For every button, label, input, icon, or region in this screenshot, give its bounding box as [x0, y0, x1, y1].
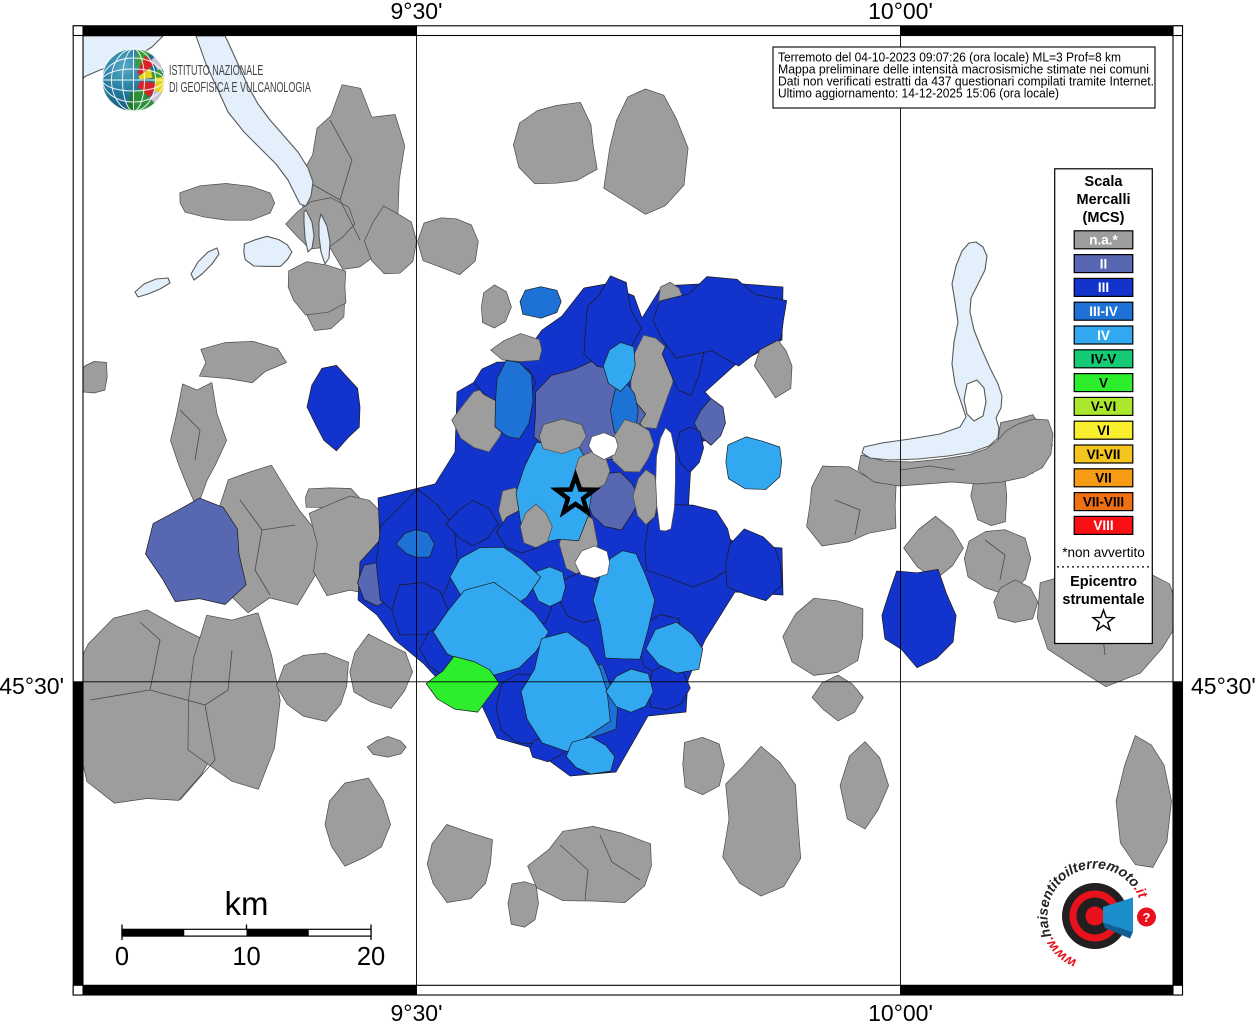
svg-text:DI GEOFISICA E VULCANOLOGIA: DI GEOFISICA E VULCANOLOGIA [169, 79, 311, 96]
svg-text:Ultimo aggiornamento: 14-12-20: Ultimo aggiornamento: 14-12-2025 15:06 (… [778, 86, 1059, 101]
svg-text:Scala: Scala [1085, 174, 1124, 190]
svg-text:Mercalli: Mercalli [1077, 192, 1131, 208]
svg-text:10°00': 10°00' [868, 0, 933, 24]
svg-text:km: km [225, 885, 269, 922]
svg-text:Epicentro: Epicentro [1070, 574, 1137, 590]
svg-text:45°30': 45°30' [0, 673, 64, 699]
svg-text:strumentale: strumentale [1062, 592, 1144, 608]
svg-text:20: 20 [357, 943, 385, 971]
svg-text:IV: IV [1097, 328, 1110, 343]
svg-text:10°00': 10°00' [868, 1000, 933, 1024]
svg-text:0: 0 [115, 943, 129, 971]
svg-text:VI: VI [1097, 423, 1110, 438]
svg-text:III: III [1098, 280, 1109, 295]
svg-text:Mappa preliminare delle intens: Mappa preliminare delle intensità macros… [778, 62, 1149, 77]
svg-text:V-VI: V-VI [1091, 399, 1117, 414]
svg-text:9°30': 9°30' [391, 0, 443, 24]
svg-text:n.a.*: n.a.* [1089, 233, 1118, 248]
svg-text:?: ? [1143, 910, 1151, 925]
svg-text:V: V [1099, 375, 1108, 390]
svg-text:Terremoto del 04-10-2023 09:07: Terremoto del 04-10-2023 09:07:26 (ora l… [778, 50, 1121, 65]
svg-text:Dati non verificati estratti d: Dati non verificati estratti da 437 ques… [778, 74, 1154, 89]
svg-text:IV-V: IV-V [1091, 352, 1117, 367]
svg-text:VIII: VIII [1093, 518, 1113, 533]
svg-text:VI-VII: VI-VII [1087, 447, 1121, 462]
svg-text:VII: VII [1095, 471, 1112, 486]
svg-text:II: II [1100, 256, 1108, 271]
svg-text:10: 10 [232, 943, 260, 971]
svg-text:*non avvertito: *non avvertito [1062, 545, 1145, 560]
svg-text:ISTITUTO NAZIONALE: ISTITUTO NAZIONALE [169, 62, 263, 79]
svg-text:VII-VIII: VII-VIII [1083, 494, 1124, 509]
svg-text:(MCS): (MCS) [1083, 210, 1125, 226]
svg-text:III-IV: III-IV [1089, 304, 1118, 319]
svg-text:45°30': 45°30' [1191, 673, 1256, 699]
svg-text:9°30': 9°30' [391, 1000, 443, 1024]
